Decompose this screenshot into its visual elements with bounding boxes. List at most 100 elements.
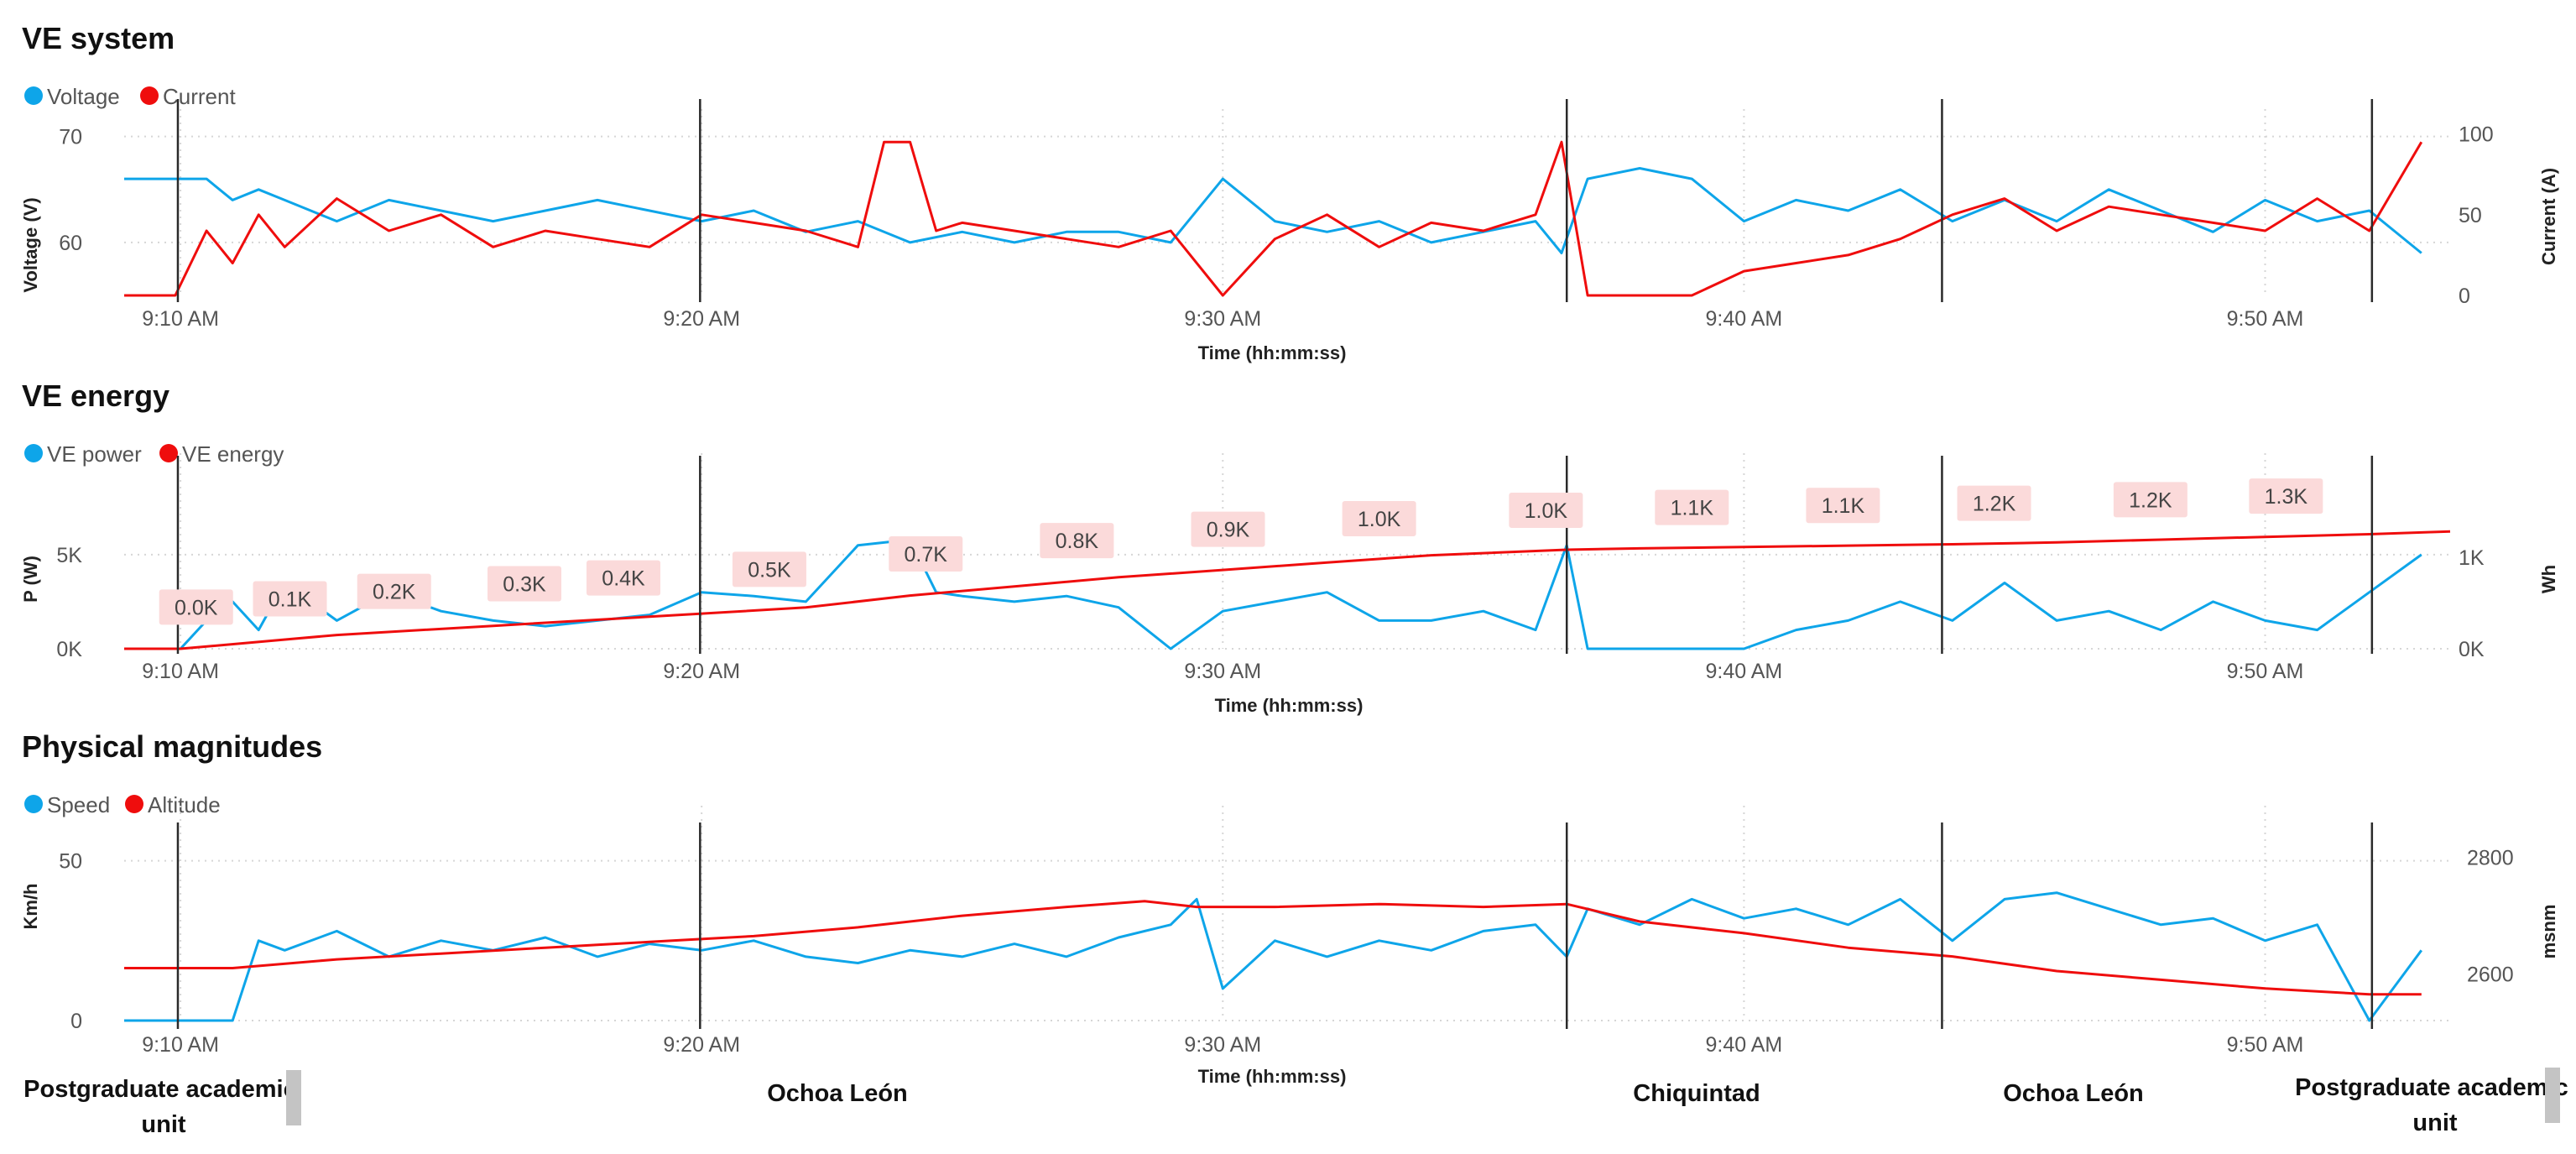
data-label: 0.0K — [175, 596, 218, 619]
chart-physical-magnitudes[interactable]: 9:10 AM 9:20 AM 9:30 AM 9:40 AM 9:50 AM 0 50 26… — [59, 806, 2514, 1057]
data-label: 0.7K — [905, 543, 948, 567]
y-left-tick-label: 60 — [59, 232, 82, 255]
data-label: 1.0K — [1525, 499, 1568, 523]
y-axis-right-title-3: msnm — [2538, 905, 2559, 959]
data-label: 1.3K — [2265, 485, 2308, 509]
data-label-box — [1655, 489, 1729, 525]
panel-2-title: VE energy — [22, 379, 169, 413]
legend-altitude-label[interactable]: Altitude — [148, 792, 221, 817]
panel-3-title: Physical magnitudes — [22, 729, 322, 764]
x-tick-label: 9:50 AM — [2227, 307, 2304, 331]
data-label-box — [2249, 478, 2323, 514]
data-label: 1.2K — [1973, 493, 2016, 516]
location-end-marker — [2545, 1068, 2560, 1123]
x-tick-label: 9:20 AM — [663, 1033, 740, 1057]
legend-voltage-icon — [24, 86, 43, 105]
data-label: 1.2K — [2129, 488, 2172, 512]
data-label: 0.5K — [748, 558, 791, 582]
data-label: 0.8K — [1056, 530, 1099, 553]
data-label-box — [1509, 493, 1583, 529]
data-label-box — [2113, 482, 2188, 518]
y-left-tick-label: 70 — [59, 126, 82, 149]
x-axis-title-1: Time (hh:mm:ss) — [1198, 342, 1347, 363]
data-label-box — [1957, 485, 2031, 521]
data-label: 0.1K — [269, 588, 312, 612]
series-line-ve-power[interactable] — [124, 538, 2422, 650]
data-label-box — [357, 573, 431, 609]
data-label: 0.2K — [373, 581, 416, 604]
data-label-box — [253, 581, 327, 617]
data-label-box — [889, 536, 963, 572]
y-left-tick-label: 5K — [56, 544, 82, 567]
location-end-label: Postgraduate academic unit — [2295, 1074, 2575, 1136]
x-tick-label: 9:30 AM — [1184, 660, 1261, 683]
panel-1-title: VE system — [22, 21, 175, 55]
y-right-tick-label: 50 — [2459, 204, 2482, 227]
y-axis-right-title-2: Wh — [2538, 565, 2559, 593]
data-label-box — [732, 551, 806, 587]
data-label-box — [1040, 523, 1114, 559]
y-axis-left-title-1: Voltage (V) — [20, 197, 41, 292]
series-line-altitude[interactable] — [124, 900, 2422, 996]
legend-voltage-label[interactable]: Voltage — [47, 84, 120, 109]
series-line-speed[interactable] — [124, 891, 2423, 1022]
legend-ve-power-icon — [24, 444, 43, 462]
legend-speed-icon — [24, 795, 43, 813]
y-axis-left-title-3: Km/h — [20, 884, 41, 930]
y-left-tick-label: 0K — [56, 638, 82, 661]
chart-ve-system[interactable]: 9:10 AM 9:20 AM 9:30 AM 9:40 AM 9:50 AM 60 70 0… — [59, 99, 2494, 331]
x-tick-label: 9:50 AM — [2227, 660, 2304, 683]
x-tick-label: 9:20 AM — [663, 660, 740, 683]
x-tick-label: 9:10 AM — [142, 660, 219, 683]
data-label-box — [488, 566, 562, 602]
location-start-label: Postgraduate academic unit — [23, 1076, 304, 1138]
y-right-tick-label: 0 — [2459, 285, 2470, 308]
y-right-tick-label: 2800 — [2467, 847, 2514, 870]
y-axis-left-title-2: P (W) — [20, 556, 41, 603]
data-label-box — [1806, 488, 1880, 524]
legend-current-label[interactable]: Current — [163, 84, 236, 109]
x-tick-label: 9:30 AM — [1184, 307, 1261, 331]
location-ochoa-leon-1-label: Ochoa León — [767, 1080, 908, 1107]
series-line-voltage[interactable] — [124, 167, 2422, 254]
location-start-marker — [286, 1070, 301, 1125]
legend-ve-energy-icon — [159, 444, 178, 462]
data-label-box — [1191, 511, 1265, 547]
data-label: 0.9K — [1207, 519, 1250, 542]
y-right-tick-label: 100 — [2459, 123, 2494, 147]
location-ochoa-leon-2-label: Ochoa León — [2003, 1080, 2144, 1107]
legend-ve-power-label[interactable]: VE power — [47, 441, 142, 467]
data-label: 0.3K — [503, 573, 546, 597]
x-tick-label: 9:30 AM — [1184, 1033, 1261, 1057]
legend-current-icon — [140, 86, 159, 105]
chart-ve-energy[interactable]: 9:10 AM 9:20 AM 9:30 AM 9:40 AM 9:50 AM 0K 5K 0… — [56, 453, 2485, 683]
y-left-tick-label: 0 — [70, 1010, 82, 1033]
x-tick-label: 9:50 AM — [2227, 1033, 2304, 1057]
legend-ve-energy-label[interactable]: VE energy — [182, 441, 284, 467]
data-label: 1.0K — [1358, 508, 1401, 531]
series-line-current[interactable] — [124, 140, 2423, 297]
legend-speed-label[interactable]: Speed — [47, 792, 110, 817]
y-left-tick-label: 50 — [59, 850, 82, 874]
legend-altitude-icon — [125, 795, 143, 813]
data-label-box — [159, 589, 233, 625]
x-axis-title-2: Time (hh:mm:ss) — [1215, 695, 1364, 716]
data-label: 1.1K — [1822, 494, 1865, 518]
x-tick-label: 9:20 AM — [663, 307, 740, 331]
data-label: 0.4K — [602, 567, 645, 591]
y-right-tick-label: 2600 — [2467, 963, 2514, 986]
data-label-box — [587, 560, 661, 596]
y-right-tick-label: 1K — [2459, 546, 2485, 570]
series-line-ve-energy[interactable] — [124, 530, 2451, 650]
x-tick-label: 9:40 AM — [1706, 307, 1783, 331]
x-tick-label: 9:40 AM — [1706, 660, 1783, 683]
y-right-tick-label: 0K — [2459, 638, 2485, 661]
x-axis-title-3: Time (hh:mm:ss) — [1198, 1066, 1347, 1087]
data-label: 1.1K — [1671, 497, 1714, 520]
x-tick-label: 9:10 AM — [142, 307, 219, 331]
location-chiquintad-label: Chiquintad — [1633, 1080, 1760, 1107]
x-tick-label: 9:40 AM — [1706, 1033, 1783, 1057]
y-axis-right-title-1: Current (A) — [2538, 168, 2559, 265]
data-label-box — [1342, 500, 1416, 536]
